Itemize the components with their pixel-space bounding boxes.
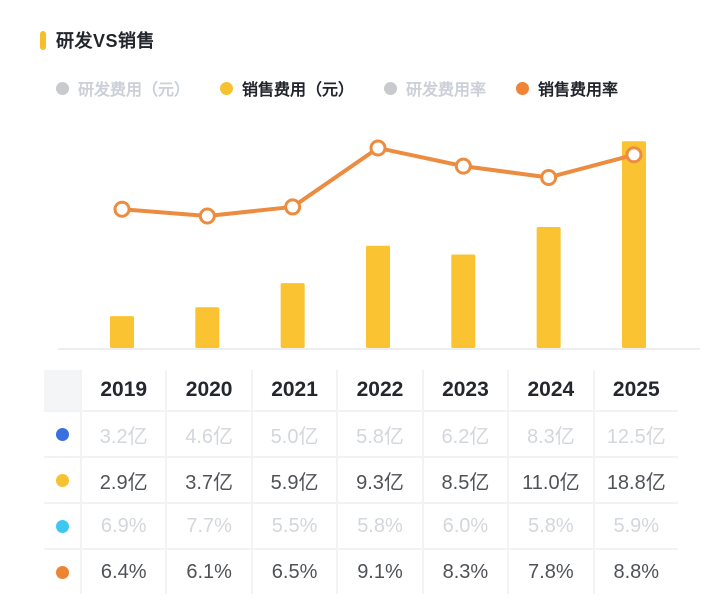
table-year-header-2023: 2023 [423,370,508,410]
table-cell-sales-expense-rate-2020: 6.1% [167,550,251,594]
bar-sales-expense-2025[interactable] [621,141,646,348]
legend-label-sales-expense-rate: 销售费用率 [538,82,619,99]
table-row-dot-cell-rd-expense-rate [44,504,80,548]
table-cell-rd-expense-rate-2023: 6.0% [423,504,508,548]
point-sales-expense-rate-2024[interactable] [540,168,558,186]
table-cell-rd-expense-rate-2019: 6.9% [82,504,166,548]
legend-dot-sales-expense [220,81,234,95]
row-dot-rd-expense-rate [55,519,69,533]
row-dot-sales-expense [55,473,69,487]
table-row-dot-cell-sales-expense-rate [44,550,80,594]
legend-item-sales-expense-rate[interactable]: 销售费用率 [516,76,618,100]
table-cell-sales-expense-2019: 2.9亿 [82,458,166,502]
table-cell-sales-expense-2020: 3.7亿 [167,458,251,502]
table-cell-rd-expense-rate-2022: 5.8% [338,504,422,548]
table-year-header-2021: 2021 [252,370,337,410]
table-year-header-2024: 2024 [509,370,593,410]
table-cell-sales-expense-rate-2019: 6.4% [82,550,166,594]
table-cell-rd-expense-rate-2020: 7.7% [167,504,251,548]
table-cell-sales-expense-2023: 8.5亿 [423,458,508,502]
table-year-header-2019: 2019 [82,370,166,410]
bar-sales-expense-2020[interactable] [195,307,220,348]
table-cell-rd-expense-rate-2025: 5.9% [594,504,678,548]
legend-label-rd-expense-rate: 研发费用率 [406,82,487,99]
table-cell-sales-expense-rate-2022: 9.1% [338,550,422,594]
bar-sales-expense-2019[interactable] [110,316,134,348]
table-cell-rd-expense-rate-2021: 5.5% [252,504,337,548]
table-cell-rd-expense-2020: 4.6亿 [167,412,251,456]
table-cell-sales-expense-2025: 18.8亿 [594,458,678,502]
bar-sales-expense-2022[interactable] [365,245,390,348]
table-year-header-2025: 2025 [594,370,678,410]
legend-label-sales-expense: 销售费用（元） [242,82,355,99]
legend-item-rd-expense-rate[interactable]: 研发费用率 [384,76,486,100]
bar-sales-expense-2023[interactable] [451,254,476,349]
legend-dot-rd-expense-rate [384,81,398,95]
legend-label-rd-expense: 研发费用（元） [78,82,191,99]
chart-legend: 研发费用（元） 销售费用（元） 研发费用率 销售费用率 [56,76,618,100]
legend-dot-rd-expense [56,81,69,95]
table-cell-rd-expense-2025: 12.5亿 [594,412,678,456]
table-year-header-2020: 2020 [167,370,251,410]
point-sales-expense-rate-2022[interactable] [369,139,387,157]
table-cell-sales-expense-2021: 5.9亿 [252,458,337,502]
title-accent-bar [40,30,46,50]
row-dot-sales-expense-rate [55,565,69,579]
table-cell-rd-expense-2021: 5.0亿 [252,412,337,456]
table-cell-sales-expense-rate-2023: 8.3% [423,550,508,594]
data-table: 2019 2020 2021 2022 2023 2024 2025 3.2亿 4.6亿 5.0亿… [44,370,678,594]
line-sales-expense-rate[interactable] [120,145,636,218]
legend-item-rd-expense[interactable]: 研发费用（元） [56,76,190,100]
point-sales-expense-rate-2023[interactable] [454,157,472,175]
row-dot-rd-expense [55,427,69,441]
table-cell-sales-expense-2024: 11.0亿 [509,458,593,502]
table-row-dot-cell-sales-expense [44,458,80,502]
point-sales-expense-rate-2019[interactable] [113,200,131,218]
point-sales-expense-rate-2020[interactable] [198,207,216,225]
table-cell-rd-expense-2022: 5.8亿 [338,412,422,456]
table-cell-sales-expense-rate-2021: 6.5% [252,550,337,594]
point-sales-expense-rate-2025[interactable] [625,146,643,164]
table-row-dot-cell-rd-expense [44,412,80,456]
table-year-header-2022: 2022 [338,370,422,410]
table-cell-sales-expense-rate-2025: 8.8% [594,550,678,594]
table-cell-rd-expense-rate-2024: 5.8% [509,504,593,548]
legend-item-sales-expense[interactable]: 销售费用（元） [220,76,354,100]
table-cell-rd-expense-2024: 8.3亿 [509,412,593,456]
point-sales-expense-rate-2021[interactable] [284,198,302,216]
panel-title: 研发VS销售 [56,31,156,51]
bar-sales-expense-2021[interactable] [280,283,305,348]
table-cell-rd-expense-2019: 3.2亿 [82,412,166,456]
table-corner-cell [44,370,80,410]
table-cell-rd-expense-2023: 6.2亿 [423,412,508,456]
legend-dot-sales-expense-rate [516,81,530,95]
table-cell-sales-expense-2022: 9.3亿 [338,458,422,502]
table-cell-sales-expense-rate-2024: 7.8% [509,550,593,594]
bar-sales-expense-2024[interactable] [536,227,561,348]
bar-line-chart [58,139,700,350]
panel-title-row: 研发VS销售 [40,27,155,53]
